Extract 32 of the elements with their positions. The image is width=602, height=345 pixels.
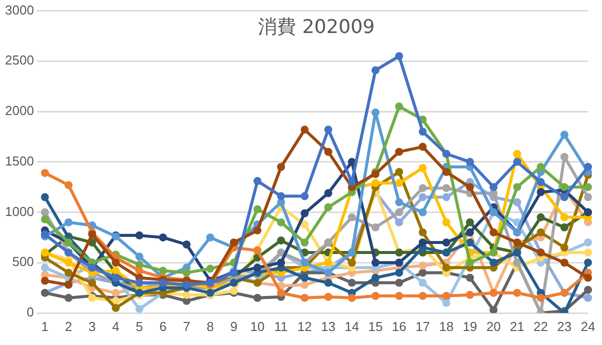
x-tick-label: 12: [297, 319, 312, 334]
x-tick-label: 7: [182, 319, 190, 334]
y-tick-label: 2500: [5, 52, 34, 68]
chart-title: 消費 202009: [258, 16, 375, 38]
x-tick-label: 4: [112, 319, 120, 334]
x-tick-label: 3: [88, 319, 96, 334]
x-tick-label: 5: [136, 319, 143, 334]
x-tick-label: 24: [580, 319, 596, 334]
y-tick-label: 500: [12, 254, 34, 270]
y-tick-label: 0: [26, 304, 34, 320]
x-tick-label: 16: [392, 319, 406, 334]
x-tick-label: 11: [274, 319, 288, 334]
x-tick-label: 21: [510, 319, 524, 334]
x-tick-label: 18: [439, 319, 454, 334]
x-tick-label: 15: [368, 319, 383, 334]
y-tick-label: 3000: [5, 2, 34, 18]
x-tick-label: 2: [64, 319, 72, 334]
x-tick-label: 13: [321, 319, 336, 334]
x-tick-label: 1: [41, 319, 49, 334]
y-tick-label: 1500: [5, 153, 34, 168]
x-tick-label: 20: [486, 319, 501, 334]
x-tick-label: 10: [250, 319, 265, 334]
x-tick-label: 23: [557, 319, 572, 334]
x-tick-label: 19: [462, 319, 478, 334]
x-tick-label: 9: [230, 319, 238, 334]
x-tick-label: 8: [206, 319, 214, 334]
y-tick-label: 2000: [5, 103, 34, 118]
x-tick-label: 6: [159, 319, 167, 334]
x-tick-label: 22: [534, 319, 548, 334]
x-tick-label: 14: [344, 319, 360, 334]
y-tick-label: 1000: [5, 204, 34, 219]
x-tick-label: 17: [415, 319, 430, 334]
